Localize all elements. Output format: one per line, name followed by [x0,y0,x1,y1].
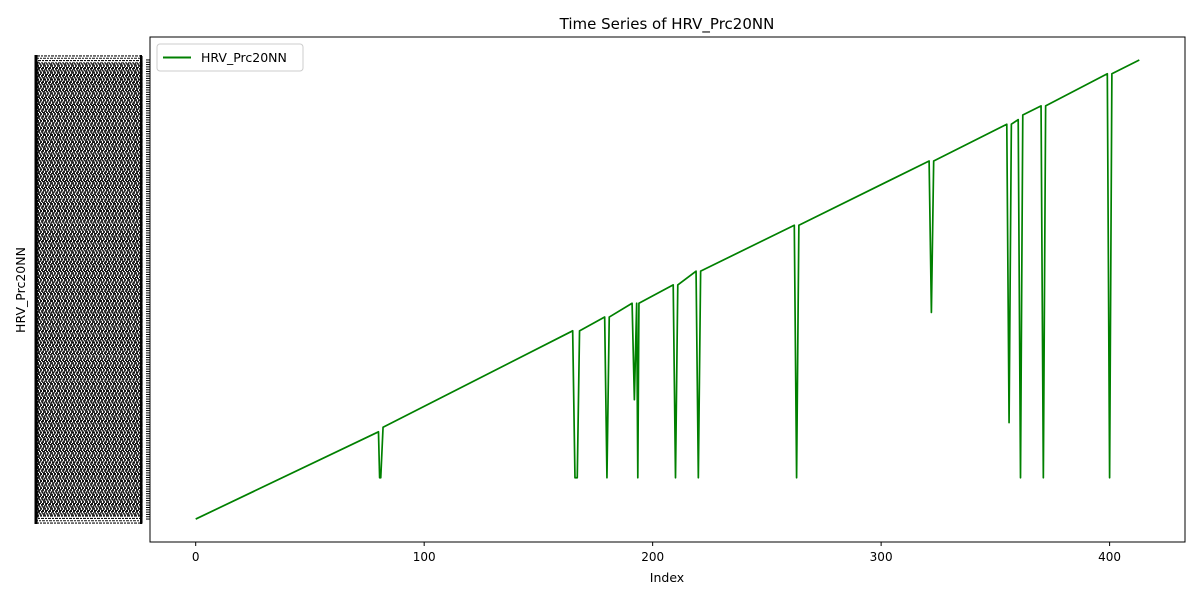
x-axis-label: Index [650,570,684,585]
legend-label: HRV_Prc20NN [201,50,287,65]
series-line-0 [195,59,1140,520]
x-tick-label: 100 [413,550,436,564]
axes-frame [149,36,1186,543]
x-tick-label: 400 [1098,550,1121,564]
y-axis-label: HRV_Prc20NN [13,247,28,333]
plot-area [195,59,1140,520]
legend-box [156,43,304,72]
x-tick-label: 0 [192,550,200,564]
x-tick-label: 200 [641,550,664,564]
y-tick-labels [34,55,150,524]
chart-title: Time Series of HRV_Prc20NN [559,15,775,34]
legend: HRV_Prc20NN [156,43,304,72]
x-axis-ticks: 0 100 200 300 400 [192,542,1121,564]
x-tick-label: 300 [870,550,893,564]
